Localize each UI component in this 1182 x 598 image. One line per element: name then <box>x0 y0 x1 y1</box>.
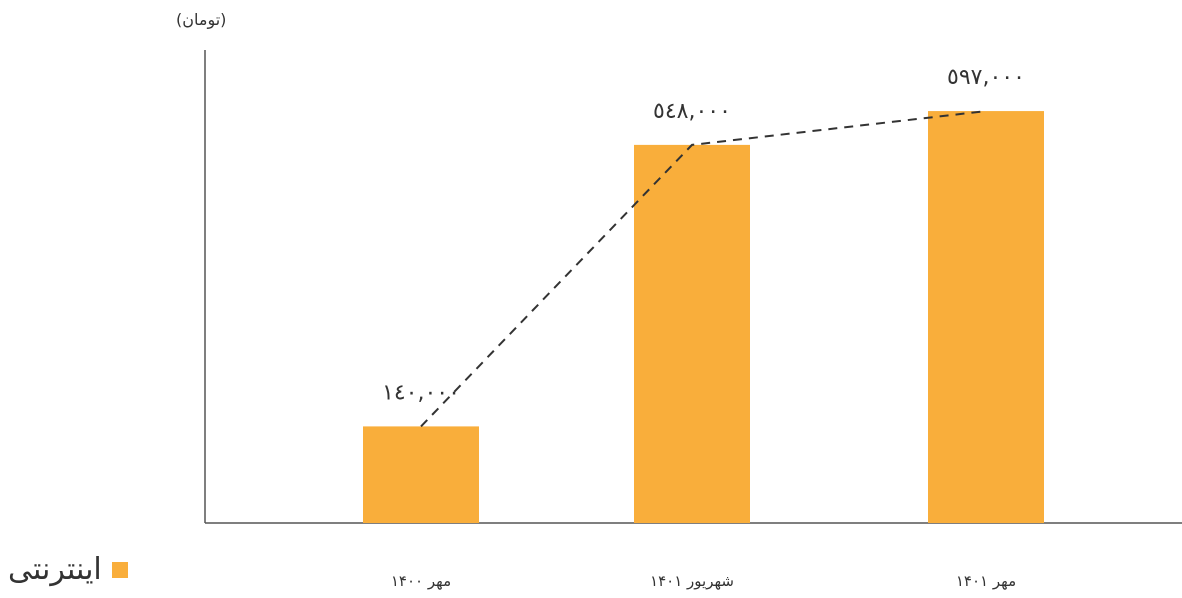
bar-2 <box>634 144 750 523</box>
legend-swatch <box>111 561 128 578</box>
bar-3 <box>928 111 1044 523</box>
data-label-3: ٥٩٧,٠٠٠ <box>947 65 1025 90</box>
trend-line <box>420 110 987 428</box>
x-tick-label-1: مهر ۱۴۰۰ <box>391 572 451 590</box>
x-tick-label-3: مهر ۱۴۰۱ <box>956 572 1016 590</box>
legend-label: اینترنتی <box>8 552 102 587</box>
y-axis-unit-label: (تومان) <box>176 10 227 29</box>
legend: اینترنتی <box>8 552 128 587</box>
x-tick-label-2: شهریور ۱۴۰۱ <box>650 572 734 590</box>
data-label-2: ٥٤٨,٠٠٠ <box>653 99 731 124</box>
bar-1 <box>363 426 479 523</box>
data-label-1: ١٤٠,٠٠٠ <box>382 380 460 405</box>
